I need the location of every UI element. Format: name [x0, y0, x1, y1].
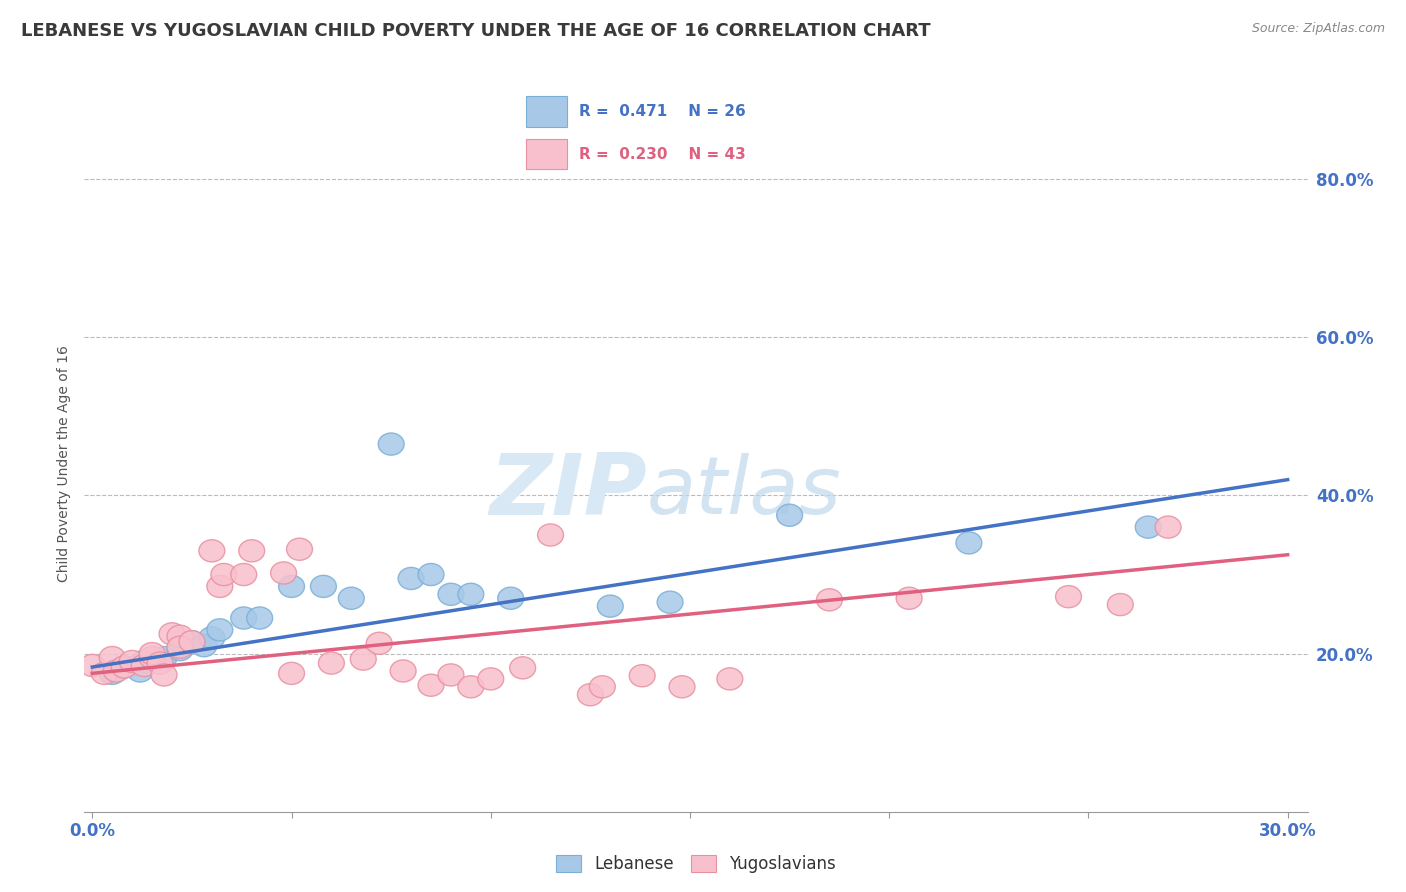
Ellipse shape: [111, 656, 138, 678]
Ellipse shape: [398, 567, 425, 590]
Ellipse shape: [391, 660, 416, 682]
Ellipse shape: [669, 676, 695, 698]
Ellipse shape: [589, 676, 616, 698]
Ellipse shape: [339, 587, 364, 609]
Ellipse shape: [311, 575, 336, 598]
Ellipse shape: [239, 540, 264, 562]
Ellipse shape: [246, 607, 273, 629]
Ellipse shape: [1156, 516, 1181, 538]
Text: R =  0.230    N = 43: R = 0.230 N = 43: [579, 147, 745, 161]
Ellipse shape: [167, 636, 193, 658]
Ellipse shape: [191, 634, 217, 657]
Ellipse shape: [231, 607, 257, 629]
Ellipse shape: [578, 683, 603, 706]
Ellipse shape: [207, 575, 233, 598]
Text: Source: ZipAtlas.com: Source: ZipAtlas.com: [1251, 22, 1385, 36]
Ellipse shape: [179, 631, 205, 653]
Ellipse shape: [120, 650, 145, 673]
FancyBboxPatch shape: [526, 139, 567, 169]
Ellipse shape: [439, 664, 464, 686]
Text: LEBANESE VS YUGOSLAVIAN CHILD POVERTY UNDER THE AGE OF 16 CORRELATION CHART: LEBANESE VS YUGOSLAVIAN CHILD POVERTY UN…: [21, 22, 931, 40]
Ellipse shape: [131, 650, 157, 673]
Ellipse shape: [167, 625, 193, 648]
Ellipse shape: [458, 676, 484, 698]
Ellipse shape: [498, 587, 523, 609]
Ellipse shape: [127, 660, 153, 682]
Ellipse shape: [350, 648, 377, 670]
Ellipse shape: [1056, 585, 1081, 607]
Text: R =  0.471    N = 26: R = 0.471 N = 26: [579, 104, 745, 119]
Ellipse shape: [159, 623, 186, 645]
Ellipse shape: [131, 655, 157, 676]
Text: atlas: atlas: [647, 452, 842, 531]
Ellipse shape: [167, 639, 193, 661]
Ellipse shape: [79, 655, 105, 676]
Ellipse shape: [378, 433, 404, 455]
Ellipse shape: [318, 652, 344, 674]
Ellipse shape: [103, 660, 129, 682]
Ellipse shape: [1135, 516, 1161, 538]
Ellipse shape: [458, 583, 484, 606]
Ellipse shape: [198, 627, 225, 648]
Ellipse shape: [630, 665, 655, 687]
Ellipse shape: [278, 662, 305, 684]
Ellipse shape: [111, 656, 138, 678]
Ellipse shape: [956, 532, 981, 554]
Ellipse shape: [287, 538, 312, 560]
Text: ZIP: ZIP: [489, 450, 647, 533]
Ellipse shape: [139, 647, 165, 669]
Legend: Lebanese, Yugoslavians: Lebanese, Yugoslavians: [550, 848, 842, 880]
Ellipse shape: [207, 619, 233, 641]
Ellipse shape: [270, 562, 297, 584]
Ellipse shape: [776, 504, 803, 526]
Ellipse shape: [148, 652, 173, 674]
Y-axis label: Child Poverty Under the Age of 16: Child Poverty Under the Age of 16: [58, 345, 72, 582]
Ellipse shape: [598, 595, 623, 617]
Ellipse shape: [366, 632, 392, 655]
Ellipse shape: [717, 668, 742, 690]
Ellipse shape: [198, 540, 225, 562]
Ellipse shape: [510, 657, 536, 679]
Ellipse shape: [150, 664, 177, 686]
Ellipse shape: [179, 631, 205, 653]
Ellipse shape: [211, 564, 236, 585]
Ellipse shape: [478, 668, 503, 690]
Ellipse shape: [150, 647, 177, 669]
Ellipse shape: [1108, 593, 1133, 615]
Ellipse shape: [439, 583, 464, 606]
FancyBboxPatch shape: [526, 96, 567, 127]
Ellipse shape: [231, 564, 257, 585]
Ellipse shape: [91, 662, 117, 684]
Ellipse shape: [418, 564, 444, 585]
Ellipse shape: [139, 642, 165, 665]
Ellipse shape: [896, 587, 922, 609]
Ellipse shape: [817, 589, 842, 611]
Ellipse shape: [537, 524, 564, 546]
Ellipse shape: [100, 647, 125, 669]
Ellipse shape: [100, 662, 125, 684]
Ellipse shape: [657, 591, 683, 614]
Ellipse shape: [278, 575, 305, 598]
Ellipse shape: [418, 674, 444, 697]
